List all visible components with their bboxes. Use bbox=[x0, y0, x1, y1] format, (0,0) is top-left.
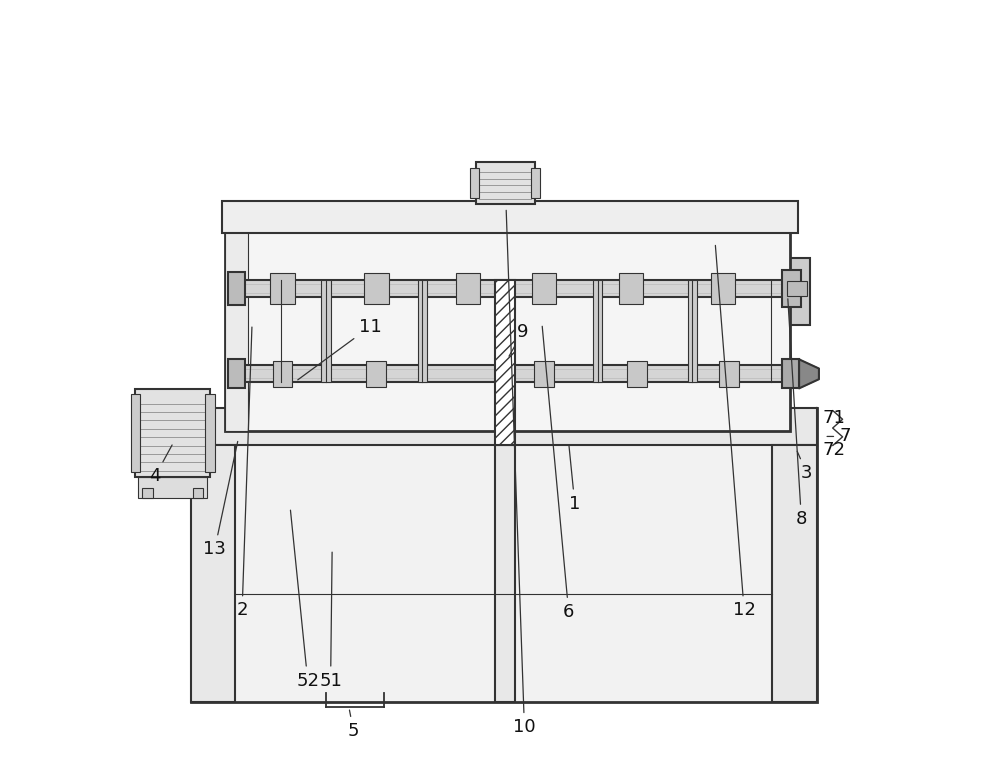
Bar bbox=[142, 488, 153, 498]
Text: 11: 11 bbox=[298, 317, 382, 380]
Bar bbox=[205, 394, 215, 472]
Text: 13: 13 bbox=[203, 442, 238, 559]
Bar bbox=[711, 273, 735, 304]
Bar bbox=[193, 488, 203, 498]
Text: 9: 9 bbox=[509, 323, 529, 356]
Bar bbox=[364, 273, 389, 304]
Bar bbox=[191, 408, 817, 702]
Bar bbox=[619, 273, 643, 304]
Bar bbox=[495, 445, 515, 702]
Bar bbox=[627, 361, 647, 387]
Bar bbox=[476, 162, 535, 204]
Bar bbox=[782, 270, 801, 307]
Bar bbox=[228, 272, 245, 305]
Bar bbox=[688, 280, 697, 382]
Text: 52: 52 bbox=[290, 510, 319, 690]
Bar bbox=[531, 168, 540, 198]
Text: 71: 71 bbox=[817, 407, 846, 427]
Text: 72: 72 bbox=[817, 441, 846, 459]
Bar bbox=[225, 221, 790, 431]
Bar bbox=[418, 280, 427, 382]
Bar bbox=[772, 445, 817, 702]
Text: 1: 1 bbox=[569, 446, 580, 513]
Bar bbox=[787, 281, 807, 296]
Text: 7: 7 bbox=[827, 427, 851, 446]
Bar bbox=[470, 168, 479, 198]
Text: 4: 4 bbox=[149, 445, 172, 485]
Text: 5: 5 bbox=[348, 710, 359, 740]
Bar bbox=[273, 361, 292, 387]
Bar bbox=[534, 361, 554, 387]
Bar bbox=[495, 280, 515, 445]
Text: 10: 10 bbox=[506, 211, 536, 736]
Bar bbox=[191, 445, 235, 702]
Text: 6: 6 bbox=[542, 327, 574, 621]
Text: 3: 3 bbox=[797, 451, 812, 482]
Polygon shape bbox=[799, 359, 819, 388]
Bar bbox=[782, 359, 799, 388]
Bar bbox=[228, 359, 245, 388]
Bar bbox=[719, 361, 739, 387]
Bar bbox=[593, 280, 602, 382]
Bar bbox=[225, 221, 248, 431]
Bar bbox=[222, 201, 798, 233]
Bar bbox=[532, 273, 556, 304]
Bar bbox=[191, 408, 817, 445]
Bar bbox=[321, 280, 331, 382]
Bar bbox=[270, 273, 295, 304]
Bar bbox=[131, 394, 140, 472]
Text: 8: 8 bbox=[788, 299, 807, 528]
Text: 12: 12 bbox=[715, 246, 756, 620]
Bar bbox=[239, 280, 784, 297]
Bar bbox=[781, 258, 810, 325]
Bar bbox=[239, 365, 784, 382]
Bar bbox=[138, 477, 207, 498]
Bar bbox=[135, 389, 210, 477]
Bar bbox=[366, 361, 386, 387]
Text: 2: 2 bbox=[236, 327, 252, 620]
Bar bbox=[456, 273, 480, 304]
Text: 51: 51 bbox=[319, 552, 342, 690]
